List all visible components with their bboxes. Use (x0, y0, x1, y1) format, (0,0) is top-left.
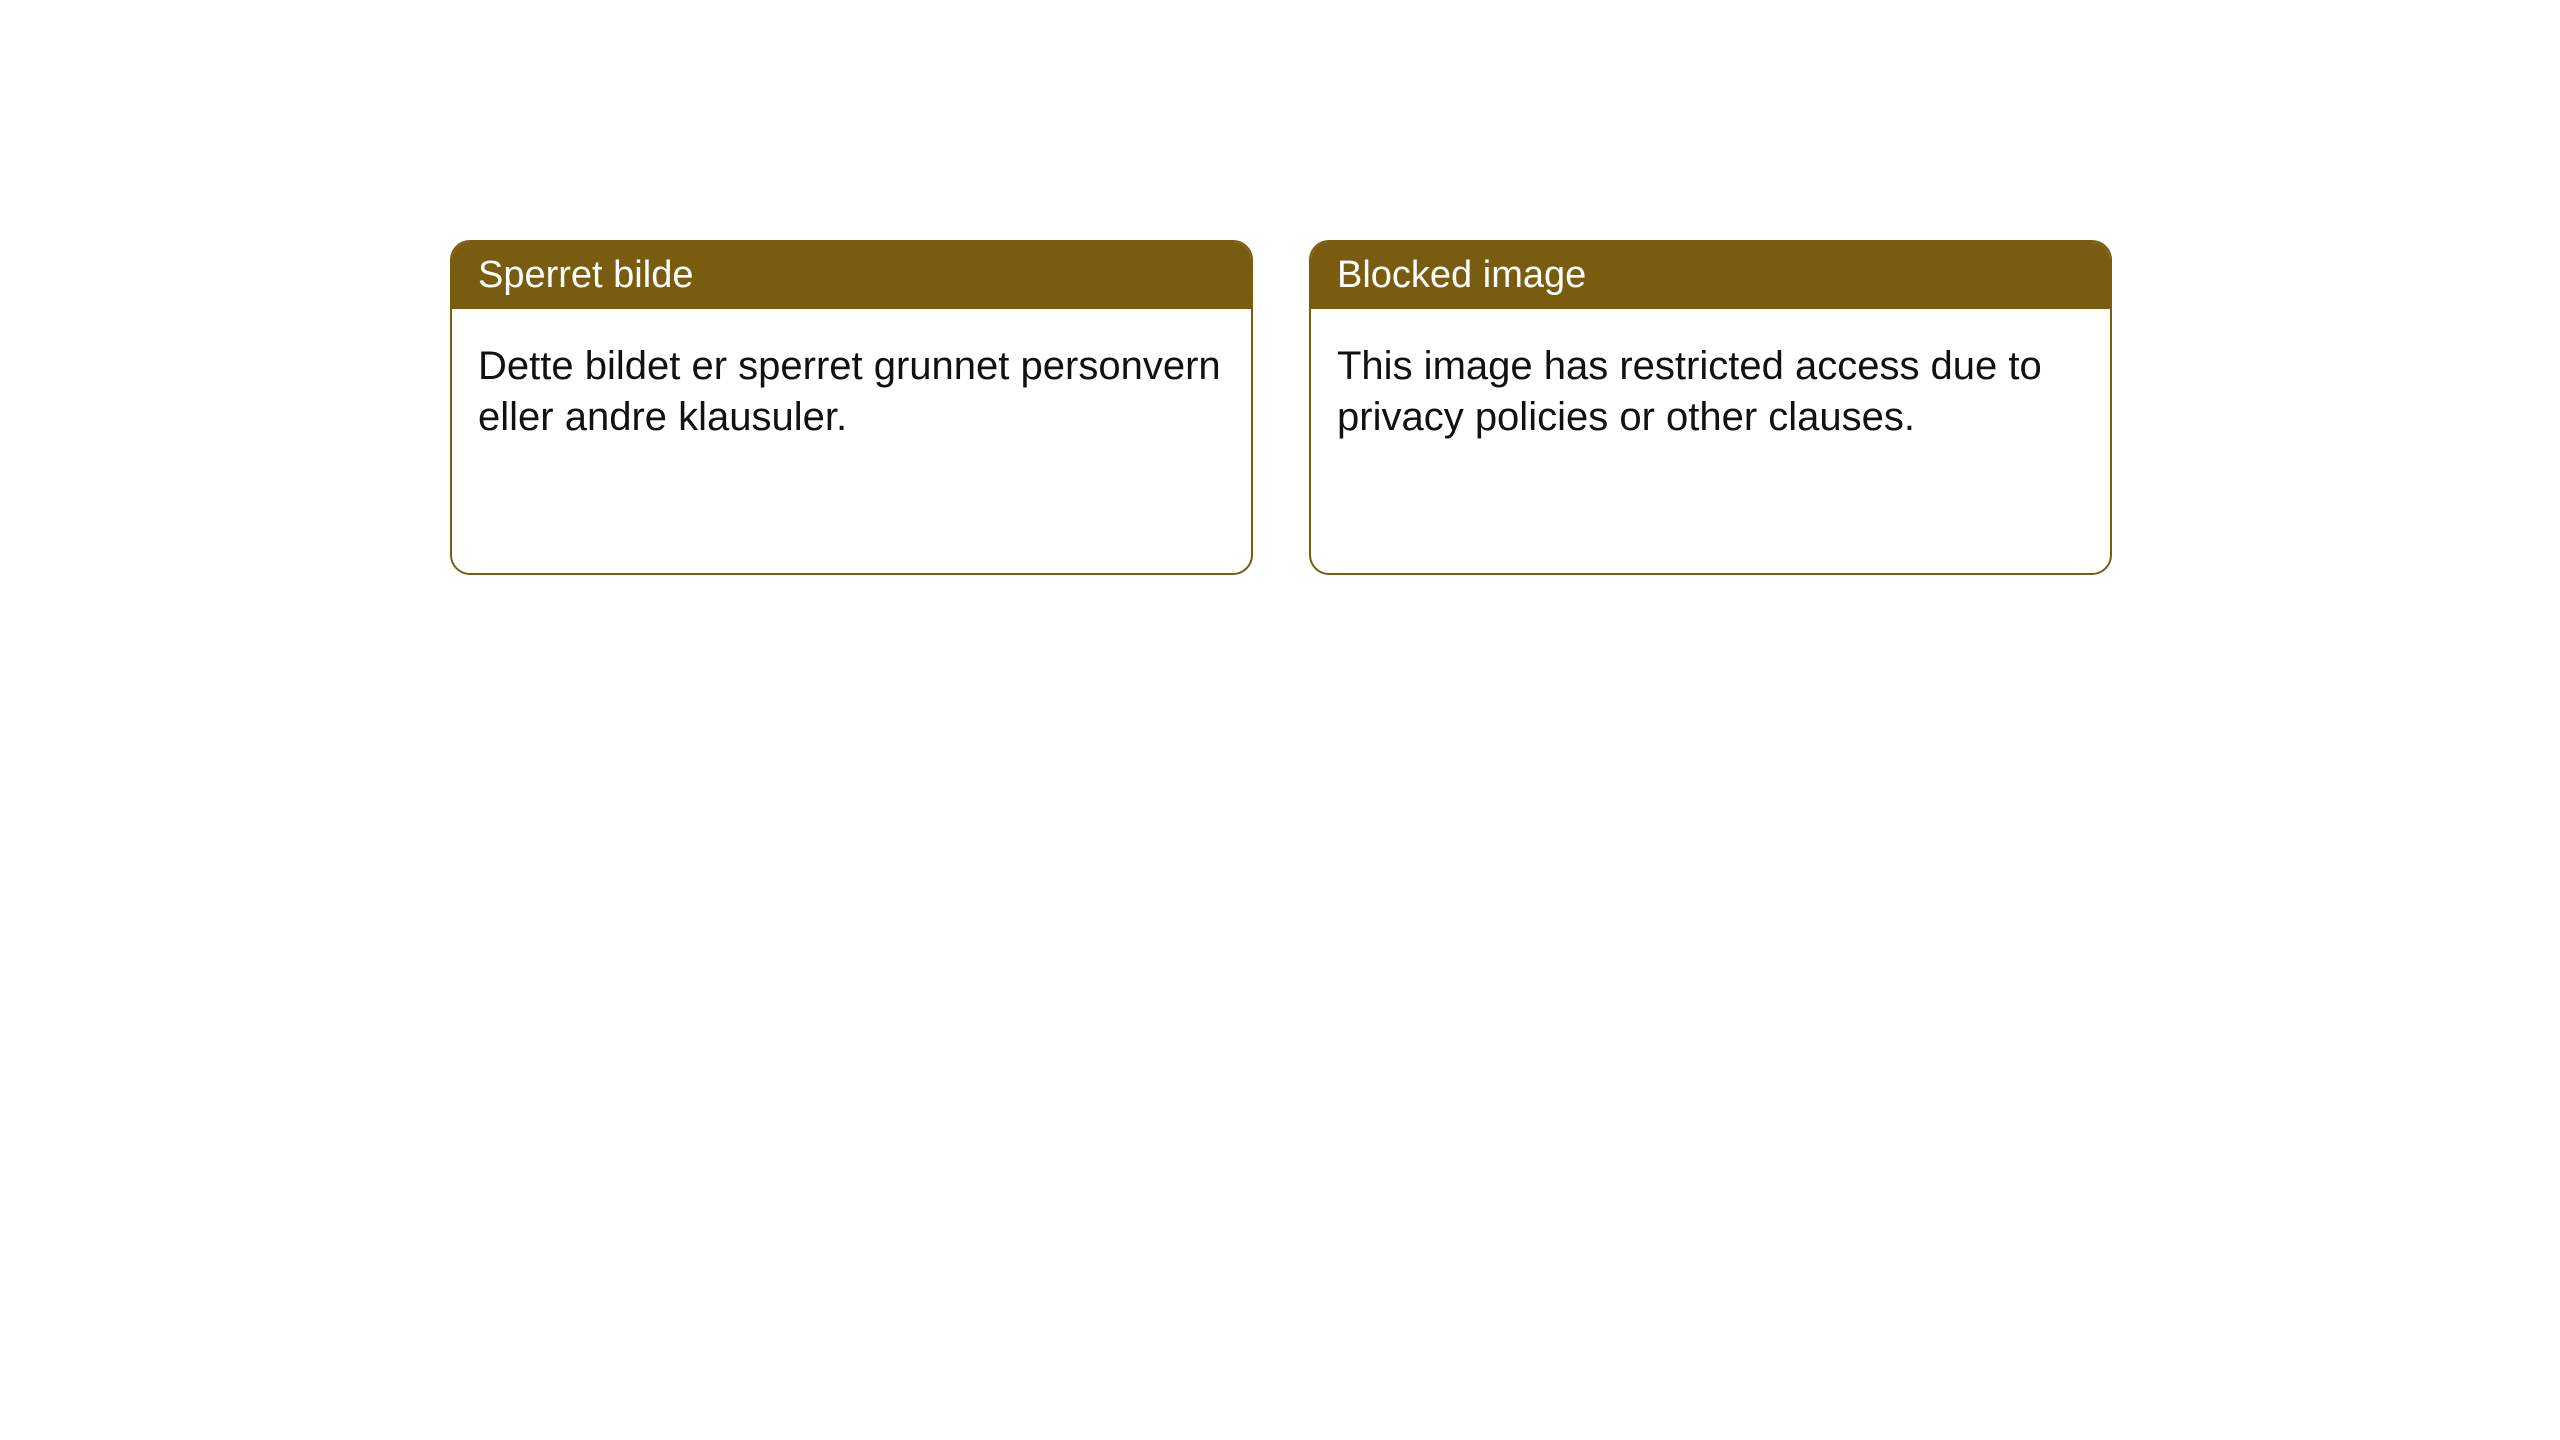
card-title: Sperret bilde (478, 254, 693, 296)
notice-card-norwegian: Sperret bilde Dette bildet er sperret gr… (450, 240, 1253, 575)
card-body-text: Dette bildet er sperret grunnet personve… (478, 344, 1221, 439)
card-header: Blocked image (1311, 242, 2110, 309)
card-body-text: This image has restricted access due to … (1337, 344, 2042, 439)
notice-card-english: Blocked image This image has restricted … (1309, 240, 2112, 575)
card-body: This image has restricted access due to … (1311, 309, 2110, 475)
notice-cards-container: Sperret bilde Dette bildet er sperret gr… (450, 240, 2112, 575)
card-body: Dette bildet er sperret grunnet personve… (452, 309, 1251, 475)
card-title: Blocked image (1337, 254, 1586, 296)
card-header: Sperret bilde (452, 242, 1251, 309)
